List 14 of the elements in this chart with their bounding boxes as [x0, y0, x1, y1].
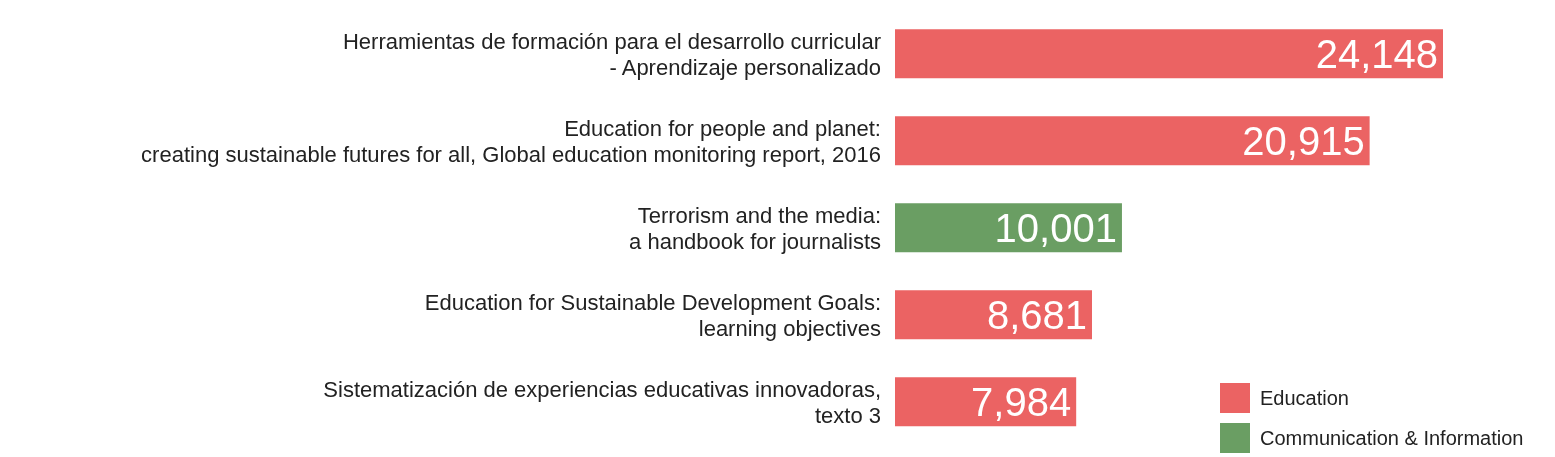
data-label: 24,148	[1315, 31, 1438, 76]
legend-label: Education	[1260, 386, 1349, 410]
y-tick-label: Education for Sustainable Development Goals: learning objectives	[424, 289, 881, 340]
y-tick-label: Sistematización de experiencias educativas innovadoras, texto 3	[323, 376, 881, 427]
data-label: 7,984	[971, 379, 1072, 424]
bar	[895, 29, 1443, 79]
legend-label: Communication & Information	[1260, 426, 1524, 450]
data-label: 20,915	[1242, 118, 1365, 163]
y-tick-label: Herramientas de formación para el desarrollo curricular - Aprendizaje personalizado	[342, 28, 881, 79]
y-tick-label: Terrorism and the media: a handbook for journalists	[629, 202, 881, 253]
bar	[895, 116, 1370, 166]
y-tick-label: Education for people and planet: creating sustainable futures for all, Global education monitoring report, 2016	[141, 115, 881, 166]
data-label: 8,681	[986, 292, 1087, 337]
data-label: 10,001	[994, 205, 1117, 250]
